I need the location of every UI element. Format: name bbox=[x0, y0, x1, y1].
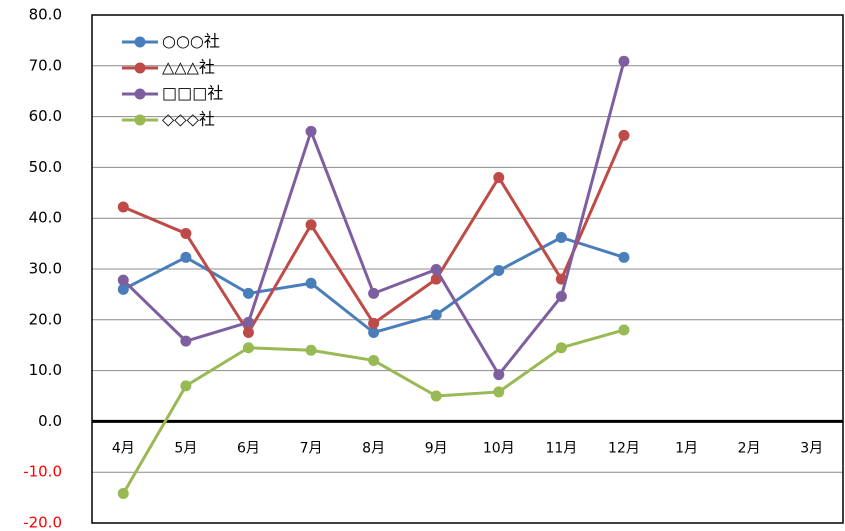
point bbox=[430, 309, 442, 321]
point bbox=[117, 283, 129, 295]
x-tick-label: 6月 bbox=[237, 440, 260, 456]
point bbox=[305, 344, 317, 356]
point bbox=[242, 316, 254, 328]
x-tick-label: 11月 bbox=[545, 440, 577, 456]
point bbox=[305, 277, 317, 289]
legend-label: ○○○社 bbox=[162, 32, 220, 51]
point bbox=[242, 287, 254, 299]
point bbox=[618, 129, 630, 141]
point bbox=[180, 227, 192, 239]
point bbox=[180, 335, 192, 347]
y-tick-label: 10.0 bbox=[29, 361, 62, 379]
point bbox=[242, 327, 254, 338]
point bbox=[555, 342, 567, 354]
point bbox=[368, 287, 380, 299]
x-tick-label: 10月 bbox=[483, 440, 515, 456]
x-tick-label: 3月 bbox=[800, 440, 823, 456]
point bbox=[368, 327, 380, 338]
point bbox=[368, 317, 380, 329]
point bbox=[555, 290, 567, 302]
point bbox=[555, 232, 567, 244]
legend-label: △△△社 bbox=[162, 58, 215, 77]
series-line bbox=[121, 328, 625, 495]
point bbox=[180, 380, 192, 392]
point bbox=[618, 324, 630, 336]
y-tick-label: 30.0 bbox=[29, 260, 62, 278]
y-tick-label: -10.0 bbox=[23, 463, 62, 481]
point bbox=[493, 386, 505, 398]
x-tick-label: 9月 bbox=[425, 440, 448, 456]
point bbox=[117, 201, 129, 213]
legend-marker bbox=[134, 114, 146, 126]
point bbox=[493, 369, 505, 381]
y-tick-label: 0.0 bbox=[38, 412, 62, 430]
x-tick-label: 5月 bbox=[174, 440, 197, 456]
y-tick-label: 60.0 bbox=[29, 107, 62, 125]
point bbox=[117, 488, 129, 500]
y-tick-label: 80.0 bbox=[29, 6, 62, 24]
legend-marker bbox=[134, 88, 146, 100]
point bbox=[430, 390, 442, 402]
x-tick-label: 7月 bbox=[300, 440, 323, 456]
series-line bbox=[122, 134, 626, 334]
point bbox=[493, 265, 505, 277]
y-tick-label: 40.0 bbox=[29, 209, 62, 227]
y-tick-label: 20.0 bbox=[29, 310, 62, 328]
y-tick-label: 50.0 bbox=[29, 158, 62, 176]
x-tick-label: 12月 bbox=[608, 440, 640, 456]
point bbox=[493, 172, 505, 184]
x-tick-label: 8月 bbox=[362, 440, 385, 456]
x-tick-label: 4月 bbox=[112, 440, 135, 456]
point bbox=[305, 219, 317, 231]
legend-marker bbox=[134, 36, 146, 48]
legend-label: □□□社 bbox=[162, 84, 223, 103]
point bbox=[117, 274, 129, 286]
point bbox=[618, 251, 630, 263]
point bbox=[618, 55, 630, 67]
point bbox=[368, 354, 380, 366]
point bbox=[430, 264, 442, 276]
point bbox=[180, 251, 192, 263]
y-tick-label: 70.0 bbox=[29, 56, 62, 74]
point bbox=[305, 125, 317, 137]
plot-border bbox=[91, 14, 844, 524]
x-tick-label: 2月 bbox=[738, 440, 761, 456]
legend-marker bbox=[134, 62, 146, 74]
y-tick-label: -20.0 bbox=[23, 514, 62, 531]
point bbox=[242, 342, 254, 354]
x-tick-label: 1月 bbox=[675, 440, 698, 456]
legend-label: ◇◇◇社 bbox=[162, 110, 215, 129]
